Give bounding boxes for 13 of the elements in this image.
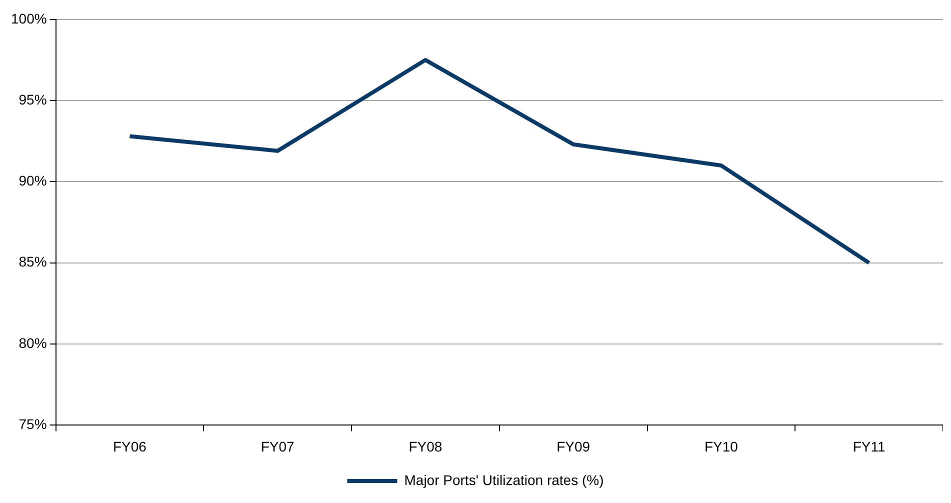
x-tick-label: FY09 xyxy=(556,438,590,454)
legend-label: Major Ports' Utilization rates (%) xyxy=(404,472,604,488)
y-tick-label: 75% xyxy=(18,416,47,432)
y-tick-label: 85% xyxy=(18,254,47,270)
x-tick-label: FY11 xyxy=(852,438,886,454)
x-tick-label: FY06 xyxy=(113,438,147,454)
x-tick-label: FY10 xyxy=(704,438,738,454)
y-tick-label: 100% xyxy=(10,10,47,26)
y-tick-label: 90% xyxy=(18,172,47,189)
x-tick-label: FY07 xyxy=(260,438,295,454)
x-tick-label: FY08 xyxy=(408,438,442,454)
y-tick-label: 95% xyxy=(18,91,47,108)
y-tick-label: 80% xyxy=(18,334,47,351)
